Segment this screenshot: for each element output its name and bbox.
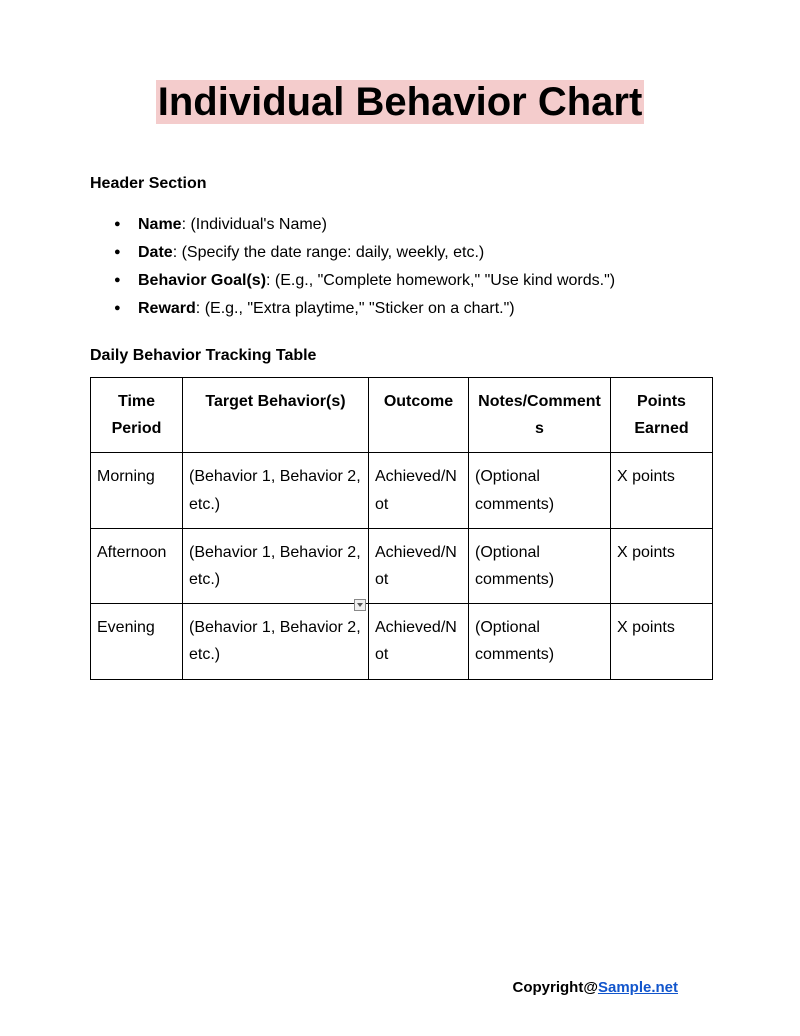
table-header-cell: Points Earned — [611, 378, 713, 453]
list-item-label: Reward — [138, 300, 196, 317]
list-item: Name: (Individual's Name) — [138, 211, 710, 239]
footer-link[interactable]: Sample.net — [598, 979, 678, 996]
table-header-cell: Outcome — [369, 378, 469, 453]
table-cell: X points — [611, 604, 713, 679]
table-cell: Morning — [91, 453, 183, 528]
title-text: Individual Behavior Chart — [156, 80, 645, 124]
list-item-value: : (E.g., "Extra playtime," "Sticker on a… — [196, 300, 515, 317]
table-wrapper: Time Period Target Behavior(s) Outcome N… — [90, 377, 710, 680]
table-cell: Achieved/Not — [369, 453, 469, 528]
table-cell: (Behavior 1, Behavior 2, etc.) — [183, 604, 369, 679]
list-item-value: : (E.g., "Complete homework," "Use kind … — [266, 272, 615, 289]
table-header-cell: Notes/Comments — [469, 378, 611, 453]
table-cell: Achieved/Not — [369, 528, 469, 603]
table-row: Evening (Behavior 1, Behavior 2, etc.) A… — [91, 604, 713, 679]
list-item: Reward: (E.g., "Extra playtime," "Sticke… — [138, 295, 710, 323]
table-header-cell: Time Period — [91, 378, 183, 453]
table-header-cell: Target Behavior(s) — [183, 378, 369, 453]
footer-prefix: Copyright@ — [513, 979, 598, 996]
table-cell: X points — [611, 453, 713, 528]
list-item-label: Date — [138, 244, 173, 261]
table-cell: Achieved/Not — [369, 604, 469, 679]
table-row: Afternoon (Behavior 1, Behavior 2, etc.)… — [91, 528, 713, 603]
list-item: Behavior Goal(s): (E.g., "Complete homew… — [138, 267, 710, 295]
table-heading: Daily Behavior Tracking Table — [90, 347, 710, 365]
list-item: Date: (Specify the date range: daily, we… — [138, 239, 710, 267]
dropdown-icon[interactable] — [354, 599, 366, 611]
table-cell: (Behavior 1, Behavior 2, etc.) — [183, 528, 369, 603]
footer: Copyright@Sample.net — [513, 979, 678, 996]
list-item-value: : (Individual's Name) — [182, 216, 327, 233]
table-cell: (Optional comments) — [469, 528, 611, 603]
header-section-heading: Header Section — [90, 175, 710, 193]
behavior-tracking-table: Time Period Target Behavior(s) Outcome N… — [90, 377, 713, 680]
table-header-row: Time Period Target Behavior(s) Outcome N… — [91, 378, 713, 453]
header-section-list: Name: (Individual's Name) Date: (Specify… — [90, 211, 710, 323]
table-cell: (Optional comments) — [469, 604, 611, 679]
list-item-value: : (Specify the date range: daily, weekly… — [173, 244, 485, 261]
page-title: Individual Behavior Chart — [90, 80, 710, 125]
table-row: Morning (Behavior 1, Behavior 2, etc.) A… — [91, 453, 713, 528]
table-cell: X points — [611, 528, 713, 603]
table-cell: (Behavior 1, Behavior 2, etc.) — [183, 453, 369, 528]
list-item-label: Behavior Goal(s) — [138, 272, 266, 289]
table-cell: (Optional comments) — [469, 453, 611, 528]
table-cell: Evening — [91, 604, 183, 679]
table-cell: Afternoon — [91, 528, 183, 603]
list-item-label: Name — [138, 216, 182, 233]
